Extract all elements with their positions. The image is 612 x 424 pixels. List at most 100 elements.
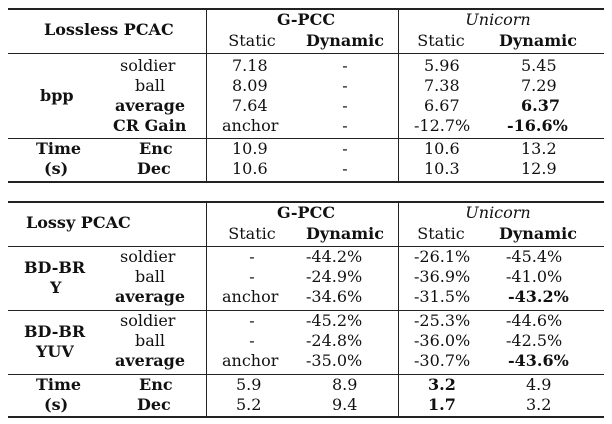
header-rule (8, 246, 604, 247)
bpp-label: bpp (40, 86, 74, 105)
unicorn-static: -26.1% (414, 247, 471, 266)
unicorn-static: 10.6 (424, 139, 460, 158)
row-sub: Dec (137, 395, 171, 414)
row-sub: average (115, 351, 186, 370)
section-rule (8, 374, 604, 375)
unicorn-dynamic: 5.45 (521, 56, 557, 75)
unicorn-dynamic: 13.2 (521, 139, 557, 158)
unicorn-dynamic: 7.29 (521, 76, 557, 95)
lossless-table: Lossless PCAC G-PCC Unicorn Static Dynam… (0, 0, 612, 190)
row-sub: ball (135, 76, 166, 95)
table-title: Lossless PCAC (44, 20, 174, 39)
unicorn-static: -12.7% (414, 116, 471, 135)
gpcc-dynamic: - (342, 76, 348, 95)
gpcc-dynamic-header: Dynamic (306, 224, 384, 243)
gpcc-static: 5.2 (236, 395, 262, 414)
gpcc-dynamic: 9.4 (332, 395, 358, 414)
unicorn-dynamic: -41.0% (506, 267, 563, 286)
gpcc-dynamic: - (342, 159, 348, 178)
gpcc-static-header: Static (228, 224, 276, 243)
bdbr-y-label: BD-BR (24, 258, 86, 277)
gpcc-dynamic: -44.2% (306, 247, 363, 266)
gpcc-static: anchor (222, 351, 279, 370)
time-label: Time (36, 139, 82, 158)
row-sub: Enc (139, 139, 173, 158)
unicorn-static-header: Static (417, 224, 465, 243)
gpcc-dynamic: - (342, 139, 348, 158)
gpcc-static: anchor (222, 287, 279, 306)
unicorn-dynamic: -42.5% (506, 331, 563, 350)
gpcc-static: 5.9 (236, 375, 262, 394)
gpcc-static: 10.6 (232, 159, 268, 178)
unicorn-dynamic: -43.2% (508, 287, 569, 306)
unicorn-static: 6.67 (424, 96, 460, 115)
gpcc-dynamic: -35.0% (306, 351, 363, 370)
unicorn-static: -30.7% (414, 351, 471, 370)
unicorn-static: -31.5% (414, 287, 471, 306)
gpcc-static: 8.09 (232, 76, 268, 95)
gpcc-dynamic: -24.9% (306, 267, 363, 286)
bdbr-yuv-channel: YUV (36, 342, 74, 361)
unicorn-dynamic: 6.37 (521, 96, 560, 115)
unicorn-dynamic-header: Dynamic (499, 31, 577, 50)
unicorn-static: -36.0% (414, 331, 471, 350)
gpcc-dynamic-header: Dynamic (306, 31, 384, 50)
column-divider (398, 202, 399, 417)
row-sub: Dec (137, 159, 171, 178)
gpcc-dynamic: -34.6% (306, 287, 363, 306)
unicorn-dynamic-header: Dynamic (499, 224, 577, 243)
column-divider (398, 9, 399, 182)
gpcc-static: 10.9 (232, 139, 268, 158)
top-rule (8, 201, 604, 203)
unicorn-header: Unicorn (465, 203, 531, 222)
unicorn-dynamic: 4.9 (526, 375, 552, 394)
row-sub: ball (135, 331, 166, 350)
section-rule (8, 138, 604, 139)
gpcc-dynamic: 8.9 (332, 375, 358, 394)
section-rule (8, 310, 604, 311)
unicorn-static: 10.3 (424, 159, 460, 178)
gpcc-static: 7.18 (232, 56, 268, 75)
gpcc-static: 7.64 (232, 96, 268, 115)
gpcc-static: - (249, 267, 255, 286)
unicorn-dynamic: -16.6% (507, 116, 568, 135)
gpcc-static-header: Static (228, 31, 276, 50)
column-divider (206, 202, 207, 417)
unicorn-dynamic: -45.4% (506, 247, 563, 266)
gpcc-static: - (249, 331, 255, 350)
unicorn-static-header: Static (417, 31, 465, 50)
unicorn-static: 3.2 (428, 375, 456, 394)
time-unit-label: (s) (44, 159, 69, 178)
unicorn-static: -36.9% (414, 267, 471, 286)
unicorn-static: -25.3% (414, 311, 471, 330)
unicorn-static: 1.7 (428, 395, 456, 414)
gpcc-dynamic: - (342, 96, 348, 115)
gpcc-header: G-PCC (276, 10, 336, 29)
unicorn-dynamic: -44.6% (506, 311, 563, 330)
gpcc-static: - (249, 247, 255, 266)
bottom-rule (8, 416, 604, 418)
unicorn-dynamic: 12.9 (521, 159, 557, 178)
row-sub: average (115, 96, 186, 115)
unicorn-header: Unicorn (465, 10, 531, 29)
top-rule (8, 8, 604, 10)
gpcc-static: anchor (222, 116, 279, 135)
column-divider (206, 9, 207, 182)
row-sub: average (115, 287, 186, 306)
bottom-rule (8, 181, 604, 183)
bdbr-yuv-label: BD-BR (24, 322, 86, 341)
table-title: Lossy PCAC (26, 213, 131, 232)
gpcc-dynamic: -45.2% (306, 311, 363, 330)
row-sub: Enc (139, 375, 173, 394)
time-label: Time (36, 375, 82, 394)
row-sub: soldier (120, 56, 176, 75)
row-sub: ball (135, 267, 166, 286)
gpcc-static: - (249, 311, 255, 330)
header-rule (8, 53, 604, 54)
unicorn-dynamic: -43.6% (508, 351, 569, 370)
row-sub: soldier (120, 247, 176, 266)
unicorn-static: 7.38 (424, 76, 460, 95)
row-sub: CR Gain (113, 116, 187, 135)
unicorn-static: 5.96 (424, 56, 460, 75)
